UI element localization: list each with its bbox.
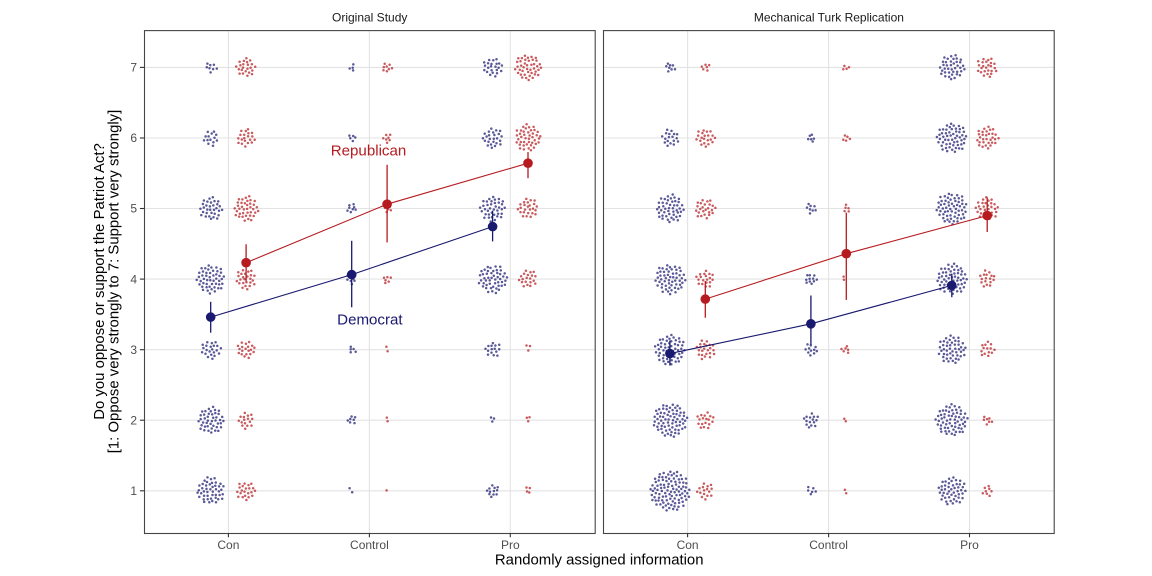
svg-text:3: 3 — [130, 343, 137, 357]
svg-text:2: 2 — [130, 413, 137, 427]
svg-text:Pro: Pro — [501, 538, 520, 552]
svg-text:Mechanical Turk Replication: Mechanical Turk Replication — [754, 11, 904, 25]
svg-text:1: 1 — [130, 484, 137, 498]
svg-text:Do you oppose or support the P: Do you oppose or support the Patriot Act… — [92, 143, 108, 419]
svg-text:4: 4 — [130, 272, 137, 286]
svg-text:Pro: Pro — [960, 538, 979, 552]
svg-text:Con: Con — [677, 538, 699, 552]
svg-text:Con: Con — [217, 538, 239, 552]
svg-text:7: 7 — [130, 61, 137, 75]
svg-text:Randomly assigned information: Randomly assigned information — [495, 553, 704, 569]
svg-text:Republican: Republican — [331, 143, 407, 160]
svg-text:Control: Control — [350, 538, 389, 552]
svg-text:Control: Control — [809, 538, 848, 552]
svg-text:6: 6 — [130, 131, 137, 145]
svg-text:Democrat: Democrat — [337, 312, 403, 329]
svg-text:Original Study: Original Study — [332, 11, 407, 25]
svg-text:5: 5 — [130, 202, 137, 216]
svg-text:[1: Oppose very strongly to 7:: [1: Oppose very strongly to 7: Support v… — [106, 110, 122, 453]
